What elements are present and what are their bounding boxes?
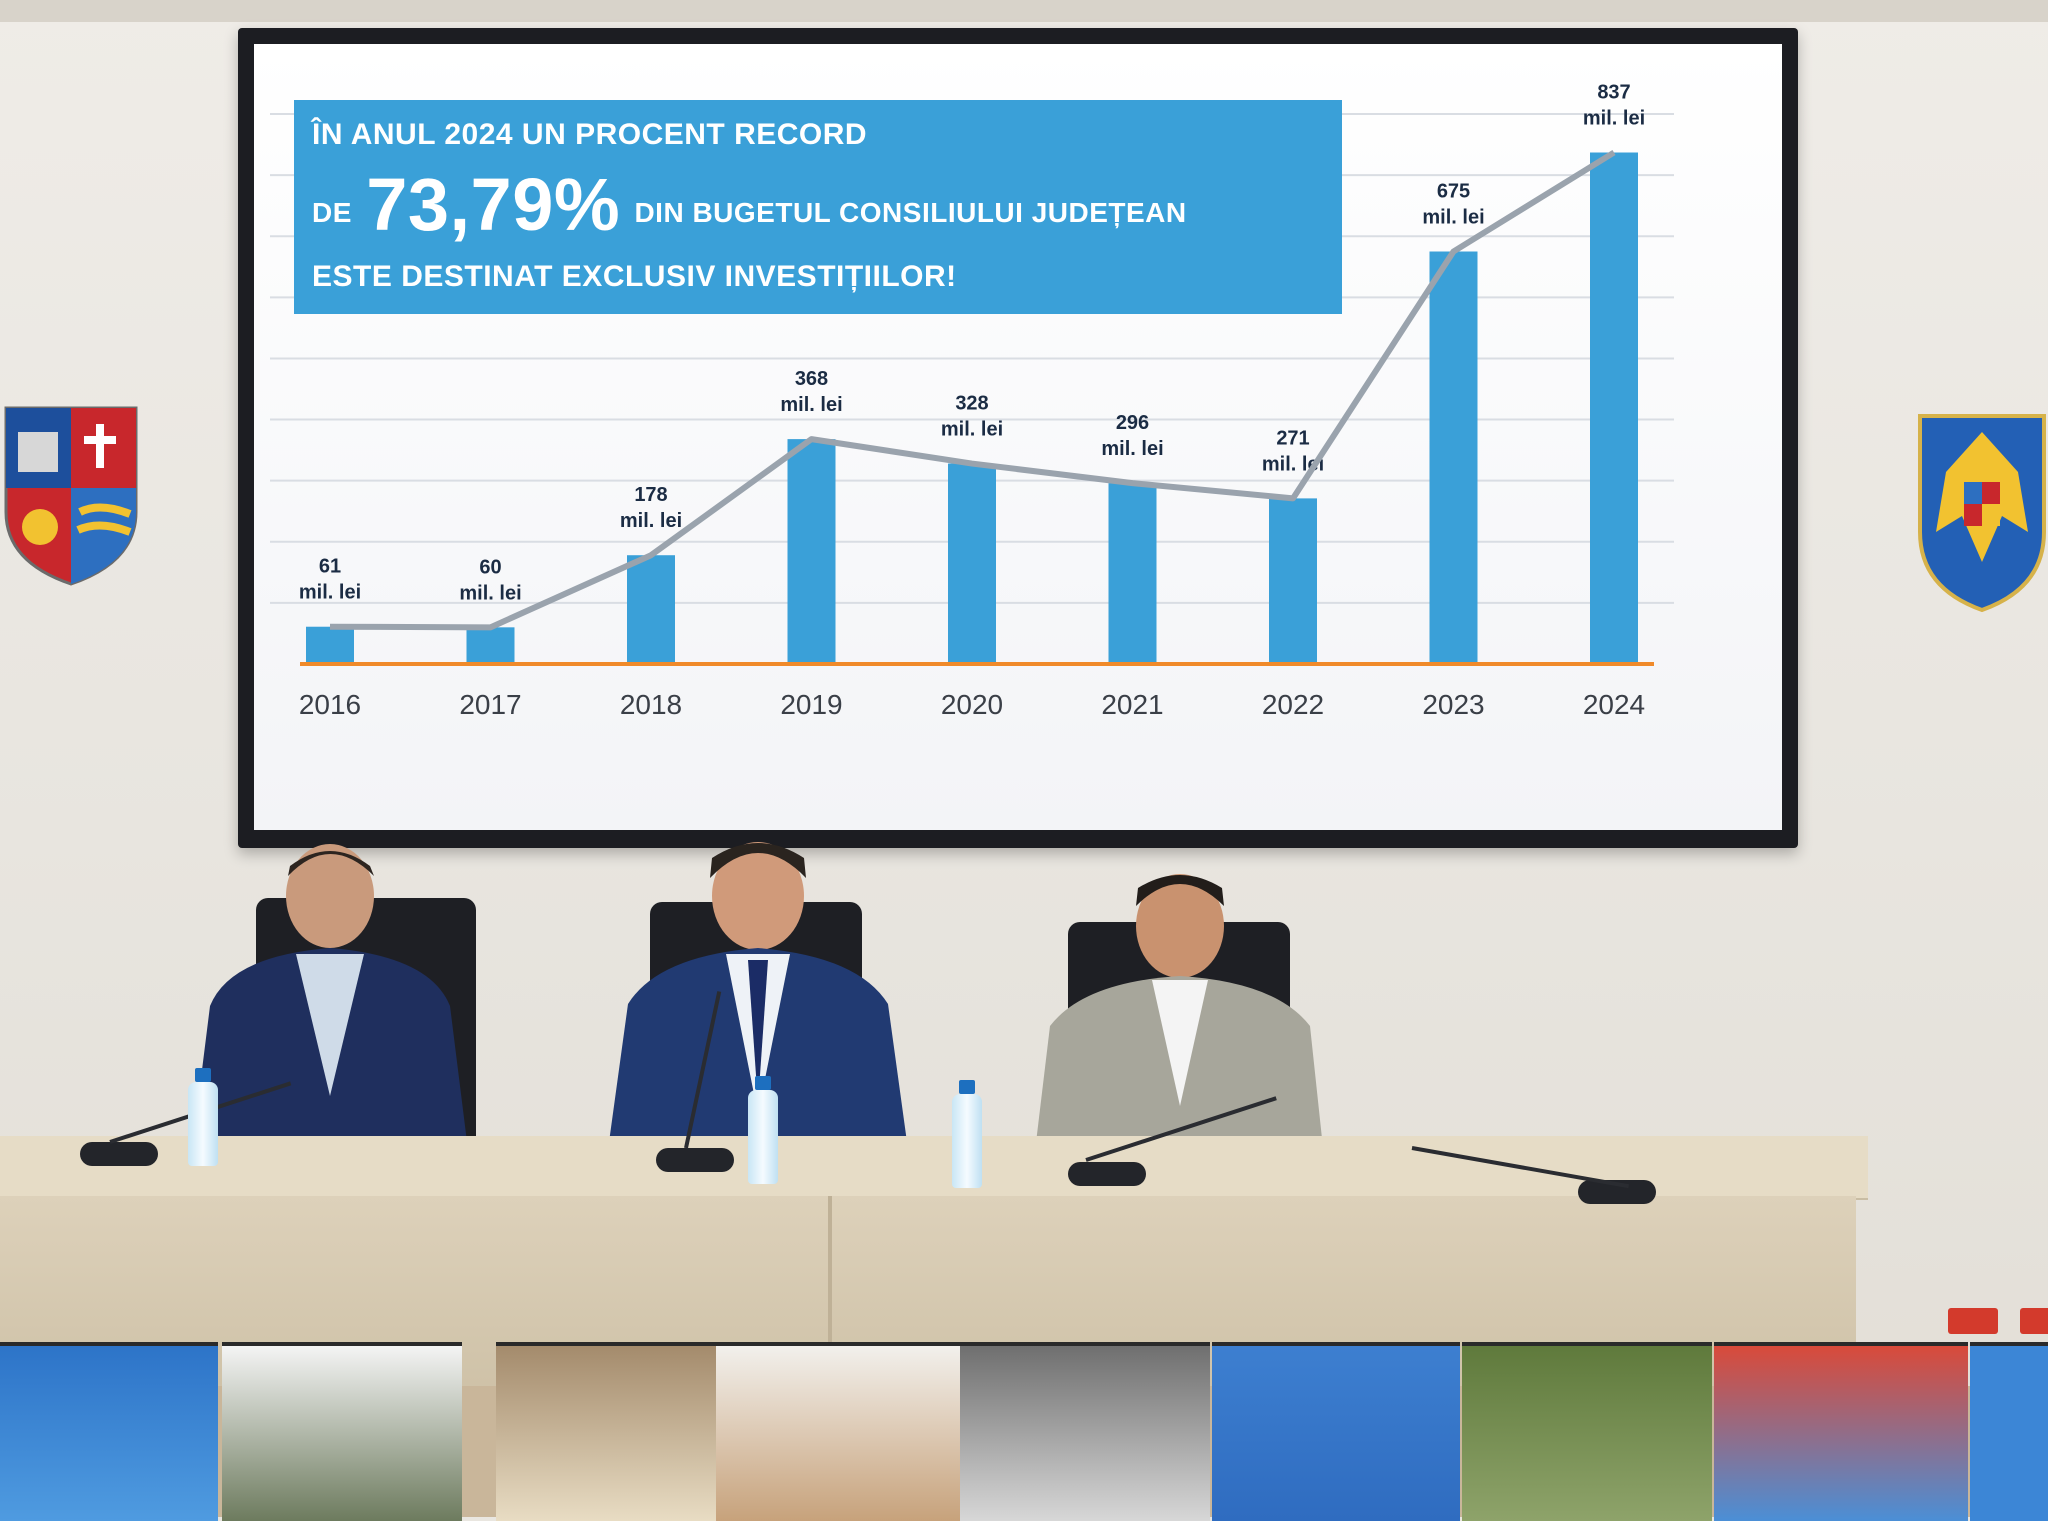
banner-line-3: ESTE DESTINAT EXCLUSIV INVESTIȚIILOR! [312, 260, 957, 293]
bar-unit-label: mil. lei [780, 394, 842, 416]
photo-cube-8 [1714, 1342, 1968, 1521]
bar-2024 [1590, 152, 1638, 664]
water-bottle-cap-2 [755, 1076, 771, 1090]
microphone-base-3 [1068, 1162, 1146, 1186]
bar-unit-label: mil. lei [1583, 108, 1645, 130]
x-tick-label: 2024 [1583, 689, 1645, 720]
x-tick-label: 2020 [941, 689, 1003, 720]
bar-2020 [948, 463, 996, 664]
bar-unit-label: mil. lei [459, 582, 521, 604]
bar-2017 [466, 627, 515, 664]
microphone-base-1 [80, 1142, 158, 1166]
bar-value-label: 178 [634, 484, 667, 506]
bar-unit-label: mil. lei [299, 582, 361, 604]
bar-unit-label: mil. lei [620, 510, 682, 532]
photo-cube-5 [960, 1342, 1210, 1521]
bar-value-label: 368 [795, 368, 828, 390]
person-right [1032, 874, 1326, 1176]
national-crest-icon [1918, 414, 2046, 612]
bar-2021 [1108, 483, 1157, 664]
presentation-slide: 61 mil. lei 2016 60 mil. lei 2017 178 mil. lei 2… [254, 44, 1782, 830]
bar-value-label: 675 [1437, 181, 1470, 203]
water-bottle-cap-1 [195, 1068, 211, 1082]
banner-line-2: DE 73,79% DIN BUGETUL CONSILIULUI JUDEȚE… [312, 162, 1187, 247]
x-tick-label: 2018 [620, 689, 682, 720]
x-tick-label: 2021 [1101, 689, 1163, 720]
water-bottle-3 [952, 1094, 982, 1188]
x-tick-label: 2022 [1262, 689, 1324, 720]
photo-cube-9 [1970, 1342, 2048, 1521]
desk-seam [828, 1196, 832, 1386]
photo-cube-7 [1462, 1342, 1712, 1521]
bar-value-label: 296 [1116, 412, 1149, 434]
bar-unit-label: mil. lei [941, 419, 1003, 441]
bar-2016 [306, 626, 354, 664]
x-tick-label: 2019 [780, 689, 842, 720]
water-bottle-2 [748, 1090, 778, 1184]
photo-cube-4 [716, 1342, 964, 1521]
county-crest-icon [4, 406, 138, 586]
banner-percent: 73,79% [366, 163, 621, 246]
bar-2018 [627, 555, 675, 664]
bar-2023 [1429, 251, 1478, 664]
bar-value-label: 328 [955, 393, 988, 415]
desk-top [0, 1136, 1868, 1200]
trend-line [329, 149, 1616, 631]
photo-cube-3 [496, 1342, 758, 1521]
bar-value-label: 60 [479, 556, 501, 578]
slide-banner: ÎN ANUL 2024 UN PROCENT RECORD DE 73,79%… [294, 100, 1342, 314]
water-bottle-cap-3 [959, 1080, 975, 1094]
person-left [190, 844, 470, 1166]
photo-cube-2 [222, 1342, 462, 1521]
bar-value-label: 271 [1276, 427, 1309, 449]
photo-cube-1 [0, 1342, 218, 1521]
investment-bar-chart: 61 mil. lei 2016 60 mil. lei 2017 178 mil. lei 2… [270, 82, 1674, 720]
x-tick-label: 2023 [1422, 689, 1484, 720]
bar-unit-label: mil. lei [1422, 207, 1484, 229]
banner-line-1: ÎN ANUL 2024 UN PROCENT RECORD [312, 118, 868, 151]
bar-2019 [787, 439, 836, 664]
x-tick-label: 2016 [299, 689, 361, 720]
water-bottle-1 [188, 1082, 218, 1166]
ceiling-strip [0, 0, 2048, 22]
bar-2022 [1269, 498, 1317, 664]
microphone-base-2 [656, 1148, 734, 1172]
person-center [606, 842, 910, 1164]
banner-prefix: DE [312, 197, 352, 228]
photo-cube-6 [1212, 1342, 1460, 1521]
bar-unit-label: mil. lei [1101, 438, 1163, 460]
wall-socket-2 [2020, 1308, 2048, 1334]
bar-value-label: 61 [319, 556, 341, 578]
x-tick-label: 2017 [459, 689, 521, 720]
banner-suffix: DIN BUGETUL CONSILIULUI JUDEȚEAN [634, 197, 1187, 228]
bar-value-label: 837 [1597, 82, 1630, 104]
wall-socket-1 [1948, 1308, 1998, 1334]
